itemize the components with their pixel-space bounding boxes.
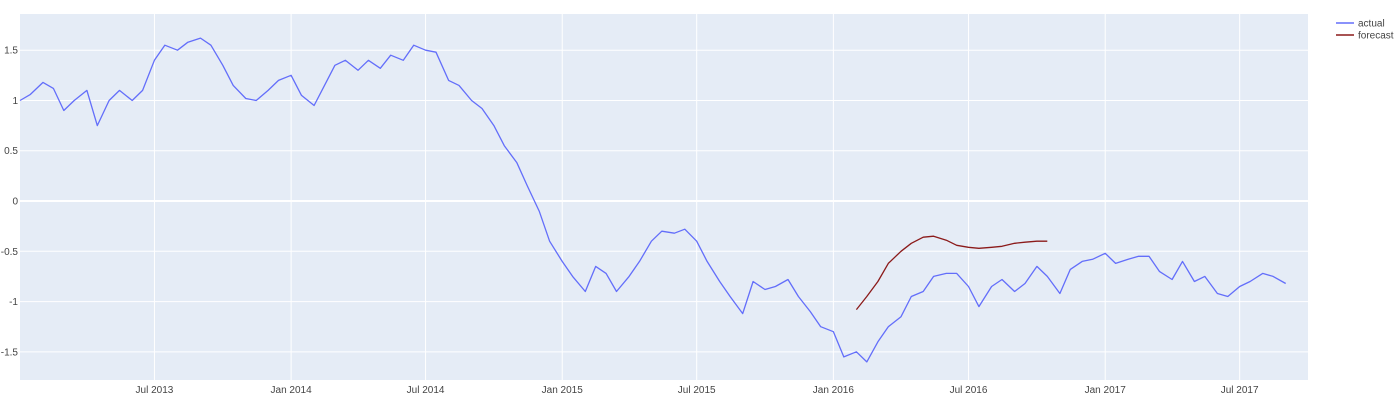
x-tick-label: Jul 2017 <box>1221 385 1259 396</box>
x-tick-label: Jul 2015 <box>678 385 716 396</box>
x-tick-label: Jan 2016 <box>813 385 855 396</box>
y-tick-label: -1.5 <box>1 347 19 358</box>
y-tick-label: -0.5 <box>1 247 19 258</box>
y-tick-label: 1.5 <box>4 46 18 57</box>
x-tick-label: Jul 2016 <box>950 385 988 396</box>
legend-label: actual <box>1358 19 1385 30</box>
grid-lines <box>20 14 1308 380</box>
legend-item-actual[interactable]: actual <box>1336 19 1385 30</box>
y-tick-label: -1 <box>9 297 18 308</box>
y-axis-ticks: 1.5 1 0.5 0 -0.5 -1 -1.5 <box>1 46 19 359</box>
series-line-actual <box>19 37 1287 363</box>
x-tick-label: Jan 2014 <box>271 385 313 396</box>
plot-background <box>20 14 1308 380</box>
legend-label: forecast <box>1358 31 1394 42</box>
y-tick-label: 0 <box>12 197 18 208</box>
series-line-forecast <box>855 235 1048 311</box>
legend-item-forecast[interactable]: forecast <box>1336 31 1394 42</box>
x-tick-label: Jan 2015 <box>542 385 584 396</box>
x-axis-ticks: Jul 2013 Jan 2014 Jul 2014 Jan 2015 Jul 2015… <box>136 385 1259 396</box>
y-tick-label: 0.5 <box>4 146 18 157</box>
x-tick-label: Jul 2013 <box>136 385 174 396</box>
x-tick-label: Jul 2014 <box>407 385 445 396</box>
series-lines <box>19 37 1287 363</box>
y-tick-label: 1 <box>12 96 18 107</box>
x-tick-label: Jan 2017 <box>1085 385 1127 396</box>
